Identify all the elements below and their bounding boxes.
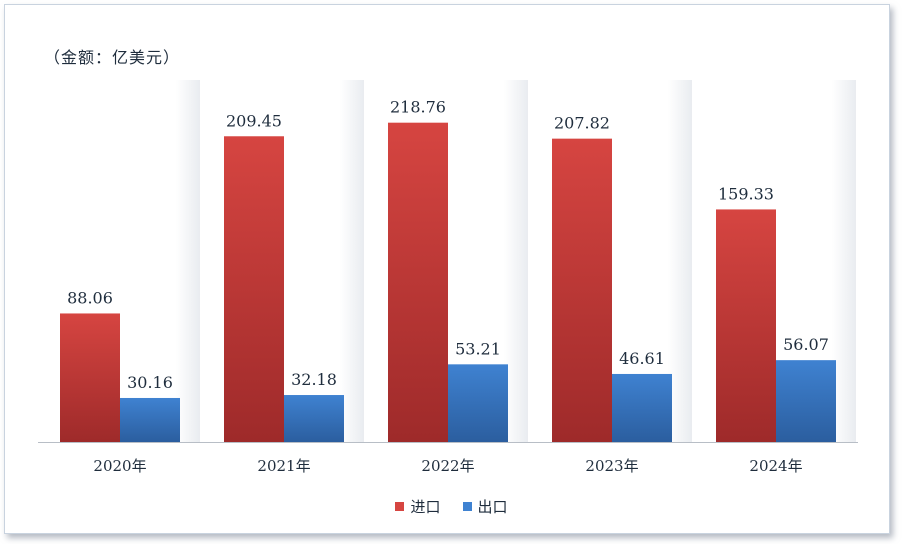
legend-swatch-export <box>462 502 472 511</box>
unit-label: （金额：亿美元） <box>44 48 181 67</box>
import-value-label: 88.06 <box>67 288 113 307</box>
export-value-label: 56.07 <box>783 335 829 354</box>
legend-label-import: 进口 <box>410 498 441 516</box>
import-value-label: 209.45 <box>226 111 282 130</box>
import-bar <box>224 136 284 442</box>
legend-label-export: 出口 <box>477 498 508 516</box>
x-tick-label: 2024年 <box>749 457 802 475</box>
x-tick-label: 2022年 <box>421 457 474 475</box>
export-value-label: 32.18 <box>291 370 337 389</box>
legend-item-import: 进口 <box>395 496 441 517</box>
import-bar <box>552 138 612 442</box>
export-bar <box>612 373 672 442</box>
import-value-label: 159.33 <box>718 184 774 203</box>
export-bar <box>120 397 180 442</box>
export-bar <box>776 360 836 442</box>
import-bar <box>60 313 120 442</box>
bar-chart: 88.06 30.16 209.45 32.18 218.76 53.21 207.82 46… <box>38 80 858 475</box>
legend-item-export: 出口 <box>462 496 508 517</box>
export-bar <box>448 364 508 442</box>
legend-swatch-import <box>395 502 405 511</box>
import-bar <box>388 122 448 442</box>
x-tick-label: 2020年 <box>93 457 146 475</box>
legend: 进口 出口 <box>0 496 903 517</box>
x-tick-label: 2021年 <box>257 457 310 475</box>
import-value-label: 207.82 <box>554 114 610 133</box>
import-value-label: 218.76 <box>390 98 446 117</box>
x-tick-label: 2023年 <box>585 457 638 475</box>
export-value-label: 53.21 <box>455 339 501 358</box>
import-bar <box>716 209 776 442</box>
export-value-label: 30.16 <box>127 373 173 392</box>
export-value-label: 46.61 <box>619 349 665 368</box>
export-bar <box>284 395 344 442</box>
